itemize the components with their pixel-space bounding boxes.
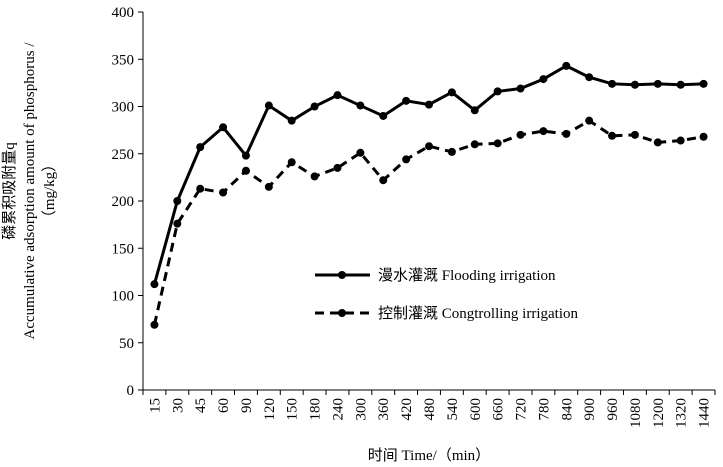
marker [173,219,182,228]
x-tick-label: 90 [239,398,255,413]
x-tick-label: 600 [468,398,484,421]
y-tick-label: 0 [127,383,135,399]
y-axis-label: Accumulative adsorption amount of phosph… [22,42,38,340]
marker [356,101,365,110]
series-line [152,64,704,285]
x-tick-label: 1200 [651,398,667,428]
marker [425,142,433,151]
marker [516,130,525,139]
marker [699,79,708,88]
marker [653,138,662,147]
marker [310,102,319,111]
marker [539,75,548,84]
x-tick-label: 900 [582,398,598,421]
marker [608,79,617,88]
marker [470,140,479,149]
y-axis-label: （mg/kg） [41,157,58,225]
marker [447,88,456,97]
x-tick-label: 240 [330,398,346,421]
x-tick-label: 420 [399,398,415,421]
marker [196,184,205,193]
marker [676,136,685,145]
y-tick-label: 50 [119,336,134,352]
marker [150,320,159,329]
y-tick-label: 100 [112,289,135,305]
marker [493,139,502,148]
marker [447,147,456,156]
x-tick-label: 45 [193,398,209,413]
marker [630,130,639,139]
x-tick-label: 150 [285,398,301,421]
x-tick-label: 840 [559,398,575,421]
x-tick-label: 1320 [674,398,690,428]
marker [699,132,708,141]
x-tick-label: 1440 [697,398,713,428]
marker [585,116,594,125]
marker [264,101,273,110]
marker [219,123,228,132]
x-tick-label: 300 [353,398,369,421]
y-tick-label: 400 [112,5,135,21]
marker [676,80,685,89]
marker [241,151,250,160]
marker [287,116,296,125]
marker [219,188,228,197]
marker [493,87,502,96]
x-tick-label: 120 [262,398,278,421]
marker [333,163,342,172]
x-tick-label: 660 [491,398,507,421]
marker [196,143,205,152]
marker [333,91,342,100]
x-tick-label: 960 [605,398,621,421]
x-tick-label: 15 [147,398,163,413]
x-tick-label: 1080 [628,398,644,428]
x-tick-label: 360 [376,398,392,421]
marker [310,172,319,181]
marker [425,100,433,109]
x-axis-label: 时间 Time/（min） [368,447,490,464]
y-tick-label: 150 [112,241,135,257]
marker [150,280,159,289]
x-tick-label: 780 [536,398,552,421]
marker [562,61,571,70]
marker [539,127,548,136]
y-tick-label: 300 [112,100,135,116]
series-line [152,118,704,326]
marker [173,197,182,205]
x-tick-label: 180 [308,398,324,421]
legend-marker [338,309,346,317]
x-tick-label: 540 [445,398,461,421]
x-tick-label: 480 [422,398,438,421]
marker [402,96,411,105]
marker [356,148,365,157]
x-tick-label: 60 [216,398,232,413]
y-axis-label: 磷累积吸附量q [1,142,18,240]
marker [653,79,662,88]
marker [379,176,388,185]
marker [516,84,525,93]
marker [562,129,571,138]
legend-label: 漫水灌溉 Flooding irrigation [378,267,556,284]
marker [470,106,479,115]
marker [608,131,617,140]
marker [287,158,296,167]
y-tick-label: 250 [112,147,135,163]
marker [241,166,250,175]
marker [585,73,594,82]
y-tick-label: 200 [112,194,135,210]
marker [402,155,411,164]
legend-marker [338,271,346,279]
y-tick-label: 350 [112,52,135,68]
marker [379,111,388,120]
x-tick-label: 30 [170,398,186,413]
legend-label: 控制灌溉 Congtrolling irrigation [378,305,578,322]
x-tick-label: 720 [514,398,530,421]
marker [630,80,639,89]
marker [264,182,273,191]
